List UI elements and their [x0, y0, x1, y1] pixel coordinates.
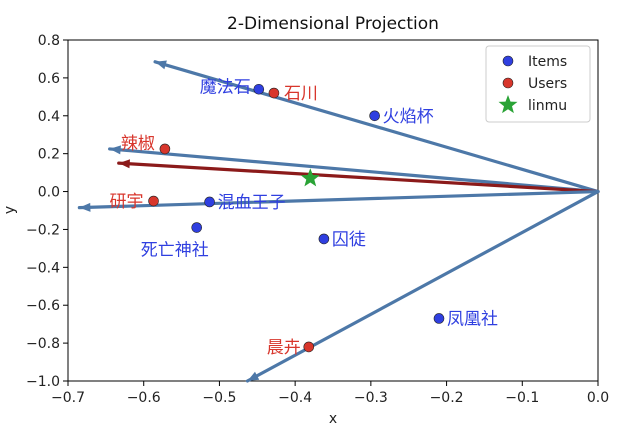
arrow-shaft	[153, 60, 600, 194]
user-point	[303, 341, 315, 353]
item-point	[204, 196, 215, 208]
item-label: 混血王子	[218, 193, 286, 213]
x-axis-label: x	[329, 411, 337, 427]
user-label: 石川	[284, 84, 318, 104]
legend-marker	[502, 55, 514, 67]
y-tick-label: 0.2	[38, 147, 60, 163]
vector-arrow	[117, 159, 600, 194]
legend-entry: Items	[528, 54, 567, 70]
item-point	[433, 313, 445, 324]
arrow-head	[118, 159, 130, 169]
x-tick-label: −0.6	[127, 390, 161, 406]
user-label: 辣椒	[121, 134, 155, 154]
y-tick-label: 0.6	[38, 71, 60, 87]
legend: Items Users linmu	[485, 45, 591, 123]
plot-area: −0.7 −0.6 −0.5 −0.4 −0.3 −0.2 −0.1 0.0 −1.0 −0.8 −…	[26, 33, 609, 406]
item-point	[253, 83, 265, 95]
item-label: 火焰杯	[383, 107, 434, 127]
y-tick-label: −0.2	[26, 222, 60, 238]
user-point	[148, 195, 159, 207]
x-tick-label: −0.2	[430, 390, 464, 406]
legend-star-marker	[498, 95, 518, 114]
star-marker	[300, 168, 320, 187]
x-tick-label: −0.3	[354, 390, 388, 406]
y-tick-label: −0.6	[26, 298, 60, 314]
x-tick-label: −0.5	[202, 390, 236, 406]
arrow-head	[109, 145, 121, 155]
arrow-head	[79, 202, 91, 212]
arrow-head	[247, 371, 260, 381]
y-tick-label: 0.0	[38, 185, 60, 201]
vector-arrow	[153, 60, 600, 194]
item-label: 魔法石	[200, 77, 251, 97]
item-point	[318, 233, 330, 245]
y-tick-label: 0.4	[38, 109, 60, 125]
arrow-shaft	[77, 189, 600, 210]
vector-arrow	[108, 145, 600, 194]
legend-entry: linmu	[528, 98, 567, 114]
vector-arrow	[77, 189, 600, 212]
plot-frame	[67, 39, 599, 382]
item-label: 死亡神社	[141, 241, 209, 261]
item-label: 凤凰社	[447, 309, 498, 329]
user-label: 晨卉	[267, 338, 301, 358]
x-tick-label: 0.0	[587, 390, 609, 406]
arrow-head	[155, 60, 167, 70]
arrow-shaft	[117, 161, 600, 194]
item-point	[369, 110, 380, 122]
x-tick-label: −0.1	[505, 390, 539, 406]
y-tick-label: 0.8	[38, 33, 60, 49]
user-label: 研宇	[110, 192, 144, 212]
chart-title: 2-Dimensional Projection	[227, 14, 439, 34]
user-point	[268, 87, 280, 99]
x-tick-label: −0.7	[51, 390, 85, 406]
y-tick-label: −1.0	[26, 374, 60, 390]
x-tick-label: −0.4	[278, 390, 312, 406]
legend-entry: Users	[528, 76, 567, 92]
y-axis-label: y	[2, 206, 18, 214]
item-point	[191, 222, 203, 233]
legend-marker	[502, 77, 514, 89]
y-tick-label: −0.4	[26, 260, 60, 276]
arrow-shaft	[108, 147, 600, 194]
y-tick-label: −0.8	[26, 336, 60, 352]
item-label: 囚徒	[332, 230, 366, 250]
user-point	[159, 143, 171, 155]
